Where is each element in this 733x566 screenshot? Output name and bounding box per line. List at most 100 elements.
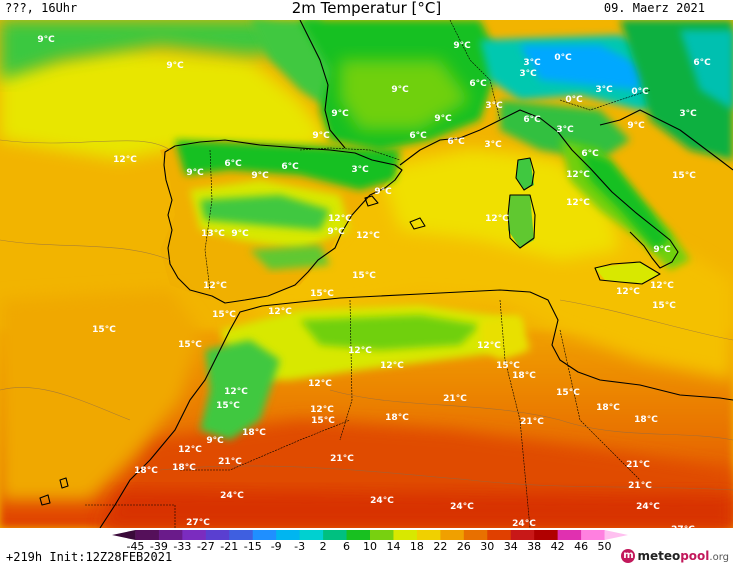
colorbar-tick-labels: -45 -39 -33 -27 -21 -15 -9 -3 2 6 10 14 18 22 26 30 34 38… xyxy=(0,540,733,554)
france-lightgreen xyxy=(340,60,470,130)
temperature-label: 9°C xyxy=(312,131,330,141)
colorbar-segment xyxy=(112,530,136,540)
temperature-label: 18°C xyxy=(172,463,196,473)
colorbar-tick-label: 38 xyxy=(527,540,542,553)
temperature-label: 15°C xyxy=(672,171,696,181)
temperature-label: 12°C xyxy=(616,287,640,297)
temperature-label: 21°C xyxy=(443,394,467,404)
iberia-south-green xyxy=(250,245,330,270)
temperature-label: 6°C xyxy=(581,149,599,159)
temperature-label: 3°C xyxy=(556,125,574,135)
temperature-label: 3°C xyxy=(595,85,613,95)
colorbar-tick-label: -3 xyxy=(294,540,306,553)
map-title: 2m Temperatur [°C] xyxy=(291,0,442,17)
colorbar-tick-label: -15 xyxy=(243,540,262,553)
colorbar-segment xyxy=(370,530,394,540)
colorbar-tick-label: 26 xyxy=(456,540,471,553)
temperature-label: 15°C xyxy=(216,401,240,411)
temperature-label: 18°C xyxy=(134,466,158,476)
meteopool-logo-text: meteopool.org xyxy=(637,549,729,563)
temperature-label: 24°C xyxy=(450,502,474,512)
colorbar-segment xyxy=(604,530,628,540)
temperature-label: 3°C xyxy=(679,109,697,119)
temperature-label: 9°C xyxy=(186,168,204,178)
colorbar-tick-label: 50 xyxy=(597,540,612,553)
temperature-label: 9°C xyxy=(434,114,452,124)
temperature-label: 9°C xyxy=(231,229,249,239)
corsica xyxy=(516,158,534,190)
isotherms xyxy=(0,139,733,491)
colorbar-tick-label: 14 xyxy=(386,540,401,553)
colorbar-tick-label: -45 xyxy=(126,540,145,553)
tyrrhenian-yellow xyxy=(380,150,620,260)
temperature-label: 24°C xyxy=(370,496,394,506)
temperature-label: 15°C xyxy=(352,271,376,281)
colorbar-segment xyxy=(252,530,277,540)
temperature-label: 12°C xyxy=(203,281,227,291)
temperature-label: 9°C xyxy=(374,187,392,197)
temperature-label: 15°C xyxy=(311,416,335,426)
temperature-label: 12°C xyxy=(566,170,590,180)
colorbar-segment xyxy=(416,530,441,540)
colorbar-segment xyxy=(182,530,207,540)
atlas-green-west xyxy=(200,340,280,440)
temperature-label: 3°C xyxy=(523,58,541,68)
logo-name: meteo xyxy=(637,549,681,563)
header-bar: ???, 16Uhr 2m Temperatur [°C] 09. Maerz … xyxy=(0,0,733,20)
colorbar-segment xyxy=(487,530,512,540)
temperature-label: 12°C xyxy=(485,214,509,224)
colorbar-segment xyxy=(534,530,559,540)
footer-bar: -45 -39 -33 -27 -21 -15 -9 -3 2 6 10 14 18 22 26 30 34 38… xyxy=(0,528,733,566)
temperature-label: 15°C xyxy=(178,340,202,350)
colorbar-tick-label: 10 xyxy=(363,540,377,553)
atlantic-green-north xyxy=(0,20,300,80)
temperature-label: 12°C xyxy=(224,387,248,397)
temperature-label: 0°C xyxy=(554,53,572,63)
colorbar-segment xyxy=(135,530,160,540)
temperature-label: 6°C xyxy=(693,58,711,68)
temperature-label: 24°C xyxy=(512,519,536,528)
atlantic-morocco xyxy=(0,290,200,500)
temperature-label: 27°C xyxy=(671,525,695,528)
colorbar-segment xyxy=(510,530,535,540)
temperature-label: 9°C xyxy=(391,85,409,95)
colorbar-tick-label: -21 xyxy=(220,540,239,553)
colorbar-segment xyxy=(158,530,183,540)
meteopool-logo-icon: m xyxy=(621,549,636,563)
colorbar-tick-label: -39 xyxy=(149,540,168,553)
colorbar-tick-label: 18 xyxy=(409,540,424,553)
country-borders xyxy=(85,20,651,528)
temperature-label: 15°C xyxy=(652,301,676,311)
temperature-label: 21°C xyxy=(520,417,544,427)
colorbar-segment xyxy=(440,530,465,540)
colorbar-segment xyxy=(205,530,230,540)
colorbar-segment xyxy=(581,530,606,540)
temperature-label: 15°C xyxy=(310,289,334,299)
atlas-green-east xyxy=(300,315,480,350)
temperature-label: 0°C xyxy=(565,95,583,105)
temperature-label: 15°C xyxy=(496,361,520,371)
meteopool-logo[interactable]: m meteopool.org xyxy=(621,548,729,564)
temperature-label: 18°C xyxy=(596,403,620,413)
italy-green-spine xyxy=(580,150,670,250)
colorbar-segment xyxy=(299,530,324,540)
colorbar-segment xyxy=(393,530,418,540)
tunisia-yellow xyxy=(480,315,530,360)
temperature-labels: 9°C 9°C 9°C 3°C 0°C 6°C 3°C 6°C 9°C 3°C 0°C 0°C 3°C 3… xyxy=(37,35,711,528)
colorbar-segment xyxy=(276,530,301,540)
temperature-label: 12°C xyxy=(310,405,334,415)
temperature-label: 9°C xyxy=(327,227,345,237)
temperature-label: 12°C xyxy=(178,445,202,455)
temperature-label: 0°C xyxy=(631,87,649,97)
sardinia xyxy=(508,195,534,248)
temperature-label: 12°C xyxy=(348,346,372,356)
forecast-date-label: 09. Maerz 2021 xyxy=(603,1,705,15)
colorbar xyxy=(112,530,628,540)
temperature-label: 6°C xyxy=(409,131,427,141)
colorbar-segment xyxy=(229,530,254,540)
temperature-label: 21°C xyxy=(628,481,652,491)
temperature-label: 6°C xyxy=(224,159,242,169)
temperature-label: 3°C xyxy=(484,140,502,150)
colorbar-tick-label: 22 xyxy=(433,540,448,553)
temperature-label: 6°C xyxy=(523,115,541,125)
